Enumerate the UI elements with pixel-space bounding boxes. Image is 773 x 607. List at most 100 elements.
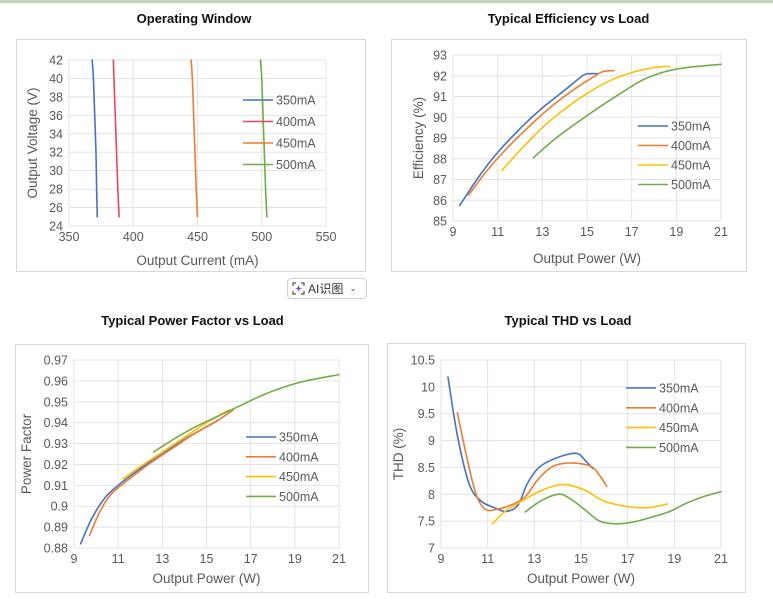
y-tick-label: 0.91 [44,479,68,493]
series-line-350mA [447,376,594,513]
y-tick-label: 89 [433,132,447,146]
chart-title-power-factor: Typical Power Factor vs Load [101,313,284,328]
legend-label-400mA: 400mA [276,115,316,129]
y-tick-label: 28 [49,183,63,197]
y-tick-label: 24 [49,220,63,234]
y-tick-label: 7 [428,542,435,556]
y-tick-label: 0.96 [44,374,68,388]
series-line-400mA [112,59,120,218]
x-tick-label: 13 [527,552,541,566]
chart-title-operating-window: Operating Window [136,11,252,26]
x-tick-label: 19 [288,552,302,566]
x-tick-label: 17 [625,225,639,239]
y-tick-label: 0.93 [44,437,68,451]
legend-label-450mA: 450mA [659,421,699,435]
x-tick-label: 13 [535,225,549,239]
legend-label-450mA: 450mA [671,159,711,173]
series-line-450mA [121,409,230,480]
x-tick-label: 15 [200,552,214,566]
y-axis-label: Power Factor [19,413,34,494]
y-tick-label: 0.92 [44,458,68,472]
legend-label-500mA: 500mA [659,441,699,455]
series-line-400mA [467,69,615,196]
top-divider [0,0,773,3]
y-tick-label: 90 [433,111,447,125]
y-tick-label: 36 [49,109,63,123]
chevron-down-icon: ⌄ [349,283,357,293]
legend-label-350mA: 350mA [279,431,319,445]
x-tick-label: 11 [491,225,504,239]
y-tick-label: 26 [49,201,63,215]
series-line-500mA [532,63,722,159]
y-tick-label: 7.5 [418,515,435,529]
x-tick-label: 9 [450,225,457,239]
ai-scan-icon [292,282,305,295]
chart-title-thd: Typical THD vs Load [504,313,632,328]
legend-label-350mA: 350mA [659,382,699,396]
x-tick-label: 9 [438,552,445,566]
y-tick-label: 32 [49,146,63,160]
x-tick-label: 11 [112,552,125,566]
y-tick-label: 88 [433,152,447,166]
legend-label-400mA: 400mA [659,401,699,415]
top-divider-shadow [0,3,773,6]
ai-recognize-button[interactable]: AI识图 ⌄ [287,278,367,299]
series-line-500mA [524,490,722,525]
x-tick-label: 400 [123,230,144,244]
y-tick-label: 10.5 [411,354,435,368]
legend-label-350mA: 350mA [276,94,316,108]
x-tick-label: 550 [316,230,337,244]
y-tick-label: 30 [49,164,63,178]
x-tick-label: 21 [714,552,728,566]
y-tick-label: 38 [49,90,63,104]
y-tick-label: 0.94 [44,416,68,430]
series-line-450mA [501,65,671,171]
y-tick-label: 34 [49,127,63,141]
series-line-400mA [456,411,608,512]
x-tick-label: 17 [244,552,258,566]
y-axis-label: THD (%) [391,428,406,481]
y-tick-label: 0.97 [44,354,68,368]
y-tick-label: 0.88 [44,542,68,556]
x-tick-label: 21 [332,552,346,566]
x-axis-label: Output Power (W) [152,571,260,586]
x-axis-label: Output Current (mA) [136,253,258,268]
y-tick-label: 85 [433,215,447,229]
legend-label-500mA: 500mA [671,178,711,192]
chart-title-efficiency: Typical Efficiency vs Load [487,11,650,26]
x-tick-label: 17 [621,552,635,566]
y-tick-label: 0.95 [44,395,68,409]
series-line-400mA [88,409,234,537]
legend-label-350mA: 350mA [671,120,711,134]
x-axis-label: Output Power (W) [533,251,641,266]
y-tick-label: 42 [49,54,63,68]
y-axis-label: Efficiency (%) [411,97,426,179]
x-tick-label: 350 [59,230,80,244]
y-tick-label: 87 [433,173,447,187]
y-tick-label: 10 [421,380,435,394]
series-line-450mA [190,59,199,218]
ai-recognize-label: AI识图 [308,282,344,296]
x-tick-label: 19 [669,225,683,239]
legend-label-450mA: 450mA [279,470,319,484]
y-axis-label: Output Voltage (V) [25,87,40,198]
legend-label-500mA: 500mA [276,158,316,172]
x-tick-label: 13 [155,552,169,566]
x-tick-label: 21 [714,225,728,239]
x-axis-label: Output Power (W) [527,571,635,586]
x-tick-label: 11 [481,552,494,566]
y-tick-label: 0.89 [44,521,68,535]
series-line-350mA [458,72,599,207]
series-line-350mA [91,59,99,218]
chart-frame-thd [387,343,746,593]
y-tick-label: 0.9 [51,500,68,514]
y-tick-label: 86 [433,194,447,208]
y-tick-label: 91 [433,90,447,104]
series-line-500mA [152,373,340,453]
x-tick-label: 450 [187,230,208,244]
y-tick-label: 92 [433,69,447,83]
